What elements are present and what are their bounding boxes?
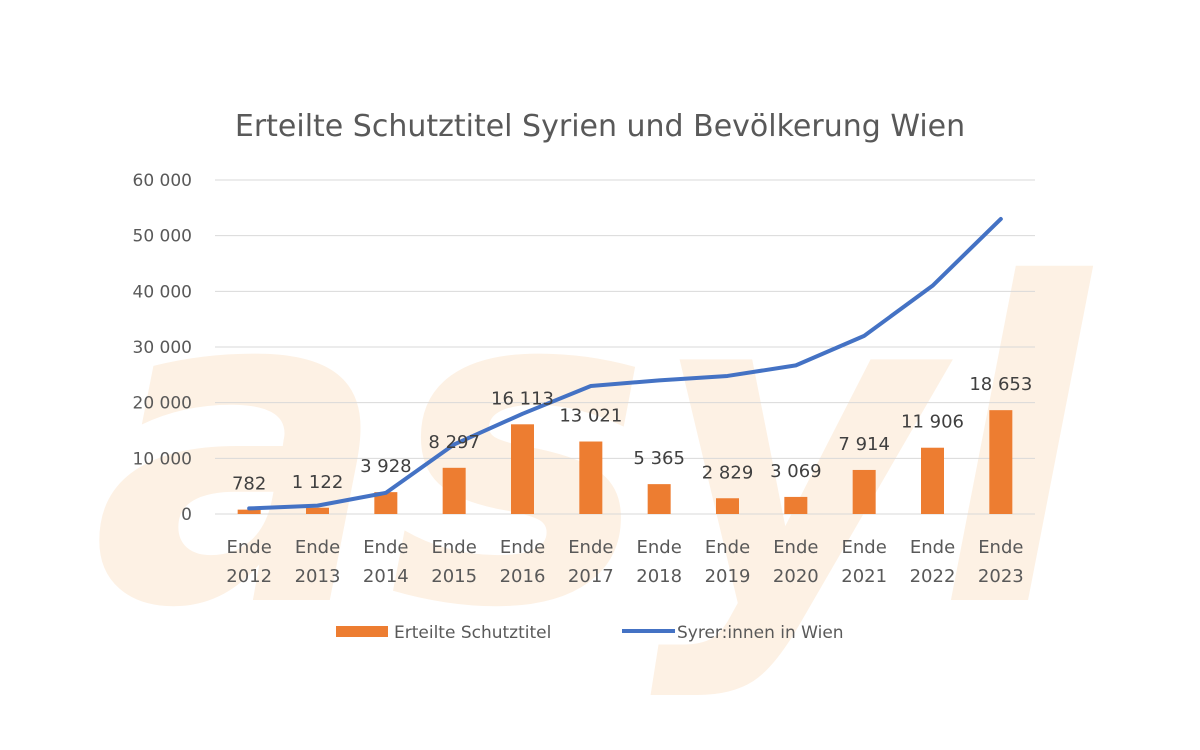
bar [716, 498, 739, 514]
x-tick-label: 2023 [978, 566, 1024, 587]
bar [852, 469, 876, 514]
bar [442, 467, 466, 514]
y-tick-label: 0 [181, 505, 192, 525]
x-tick-label: Ende [705, 537, 750, 558]
x-tick-label: Ende [978, 537, 1023, 558]
x-tick-label: Ende [227, 537, 272, 558]
x-tick-label: Ende [773, 537, 818, 558]
x-tick-label: 2021 [841, 566, 887, 587]
y-tick-label: 60 000 [133, 171, 192, 191]
x-axis: Ende 2012 Ende 2013 Ende 2014 Ende 2015 Ende 2016… [226, 537, 1023, 587]
bar [306, 507, 329, 514]
data-label: 16 113 [491, 388, 554, 409]
bar [647, 484, 671, 514]
x-tick-label: Ende [842, 537, 887, 558]
bar-series [237, 410, 1013, 514]
bar [511, 424, 534, 514]
x-tick-label: Ende [637, 537, 682, 558]
x-tick-label: Ende [363, 537, 408, 558]
x-tick-label: Ende [568, 537, 613, 558]
bar [237, 509, 261, 514]
x-tick-label: 2015 [431, 566, 477, 587]
bar [374, 492, 398, 514]
x-tick-label: 2017 [568, 566, 614, 587]
line-path [247, 216, 1003, 511]
x-tick-label: 2020 [773, 566, 819, 587]
x-tick-label: 2014 [363, 566, 409, 587]
data-label: 3 928 [360, 456, 412, 477]
legend-label: Erteilte Schutztitel [394, 623, 551, 643]
data-label: 5 365 [633, 448, 685, 469]
bar [921, 447, 944, 514]
data-label: 1 122 [292, 472, 344, 493]
y-tick-label: 50 000 [133, 227, 192, 247]
x-tick-label: Ende [432, 537, 477, 558]
data-label: 8 297 [428, 432, 480, 453]
data-label: 13 021 [559, 406, 622, 427]
y-tick-label: 10 000 [133, 449, 192, 469]
y-tick-label: 20 000 [133, 394, 192, 414]
x-tick-label: 2018 [636, 566, 682, 587]
y-axis: 0 10 000 20 000 30 000 40 000 50 000 60 000 [133, 171, 192, 525]
x-tick-label: Ende [295, 537, 340, 558]
x-tick-label: Ende [500, 537, 545, 558]
data-label: 7 914 [838, 434, 890, 455]
legend: Erteilte Schutztitel Syrer:innen in Wien [336, 623, 844, 643]
x-tick-label: 2022 [910, 566, 956, 587]
line-series [247, 216, 1003, 511]
data-label: 782 [232, 474, 266, 495]
x-tick-label: Ende [910, 537, 955, 558]
x-tick-label: 2019 [705, 566, 751, 587]
x-tick-label: 2012 [226, 566, 272, 587]
data-label: 3 069 [770, 461, 822, 482]
chart-title: Erteilte Schutztitel Syrien und Bevölker… [235, 109, 965, 144]
gridlines [215, 179, 1035, 515]
y-tick-label: 40 000 [133, 282, 192, 302]
bar [784, 496, 808, 514]
bar [579, 441, 603, 514]
data-label: 11 906 [901, 412, 964, 433]
data-label: 2 829 [702, 462, 754, 483]
bar [989, 410, 1013, 514]
legend-swatch-bar [336, 626, 388, 637]
data-label: 18 653 [969, 374, 1032, 395]
x-tick-label: 2013 [295, 566, 341, 587]
y-tick-label: 30 000 [133, 338, 192, 358]
x-tick-label: 2016 [500, 566, 546, 587]
legend-label: Syrer:innen in Wien [677, 623, 844, 643]
